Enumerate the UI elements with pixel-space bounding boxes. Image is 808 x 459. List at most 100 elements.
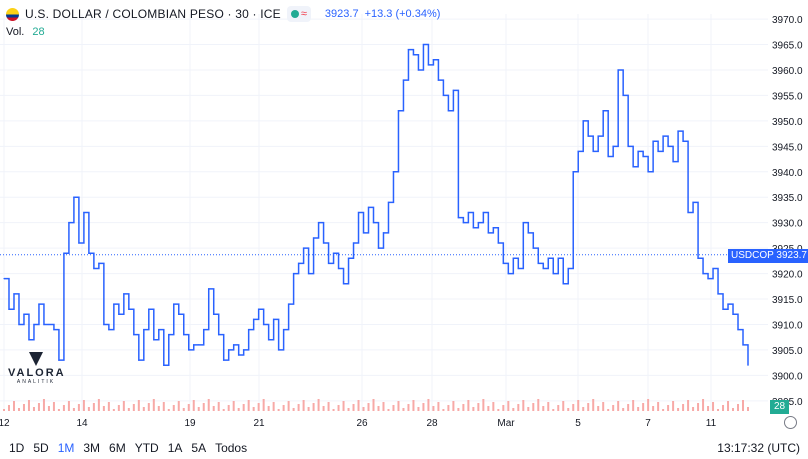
volume-bar xyxy=(207,399,210,411)
timeframe-1d[interactable]: 1D xyxy=(9,441,25,455)
volume-bar xyxy=(667,405,670,411)
price-point xyxy=(697,257,699,259)
timeframe-bar: 1D 5D 1M 3M 6M YTD 1A 5A Todos 13:17:32 … xyxy=(0,437,808,459)
price-point xyxy=(607,155,609,158)
price-point xyxy=(347,257,350,259)
price-point xyxy=(367,206,370,209)
volume-bar xyxy=(307,407,310,411)
timeframe-todos[interactable]: Todos xyxy=(215,441,248,455)
price-point xyxy=(238,354,240,356)
timeframe-3m[interactable]: 3M xyxy=(83,441,101,455)
price-point xyxy=(542,267,544,270)
timeframe-5d[interactable]: 5D xyxy=(33,441,49,455)
price-point xyxy=(417,69,420,71)
volume-bar xyxy=(662,409,665,411)
price-point xyxy=(73,196,75,198)
volume-bar xyxy=(157,406,160,411)
volume-bar xyxy=(452,401,455,411)
volume-bar xyxy=(597,406,600,411)
volume-bar xyxy=(547,402,550,411)
price-point xyxy=(78,242,80,244)
price-point xyxy=(322,242,325,244)
y-tick-label: 3915.0 xyxy=(772,295,803,306)
price-point xyxy=(617,69,619,71)
y-tick-label: 3955.0 xyxy=(772,91,803,102)
legend-price: 3923.7 xyxy=(324,8,359,20)
price-point xyxy=(48,323,50,326)
price-point xyxy=(442,94,445,97)
volume-bar xyxy=(367,403,370,411)
volume-bar xyxy=(637,407,640,411)
price-point xyxy=(113,303,115,305)
price-point xyxy=(642,155,644,158)
price-point xyxy=(632,166,634,168)
price-point xyxy=(108,328,110,331)
volume-bar xyxy=(412,400,415,411)
y-tick-label: 3935.0 xyxy=(772,193,803,204)
price-point xyxy=(392,171,395,173)
price-point xyxy=(747,364,749,366)
volume-bar xyxy=(657,402,660,411)
volume-bar xyxy=(197,407,200,411)
volume-bar xyxy=(642,403,645,411)
price-point xyxy=(138,359,140,361)
price-point xyxy=(63,252,65,254)
y-tick-label: 3900.0 xyxy=(772,371,803,382)
y-tick-label: 3950.0 xyxy=(772,117,803,128)
volume-bar xyxy=(122,401,125,411)
price-point xyxy=(622,94,624,97)
volume-bar xyxy=(522,400,525,411)
volume-bar xyxy=(102,406,105,411)
volume-bar xyxy=(172,405,175,411)
volume-legend: Vol. 28 xyxy=(6,26,45,38)
volume-bar xyxy=(382,402,385,411)
price-point xyxy=(702,272,704,275)
market-status-indicator[interactable]: ≈ xyxy=(286,6,311,22)
price-point xyxy=(707,278,709,280)
x-tick-label: 5 xyxy=(575,418,581,429)
volume-bar xyxy=(202,403,205,411)
volume-bar xyxy=(732,408,735,411)
volume-bar xyxy=(517,404,520,411)
price-chart[interactable]: 3970.0 3965.0 3960.0 3955.0 3950.0 3945.0 3940… xyxy=(0,0,808,437)
volume-bar xyxy=(722,405,725,411)
price-point xyxy=(13,293,15,295)
volume-bar xyxy=(187,404,190,411)
price-point xyxy=(447,110,450,112)
symbol-title[interactable]: U.S. DOLLAR / COLOMBIAN PESO · 30 · ICE xyxy=(25,7,281,21)
price-point xyxy=(532,247,534,249)
price-point xyxy=(737,328,739,331)
price-point xyxy=(452,89,454,91)
volume-bar xyxy=(212,406,215,411)
price-point xyxy=(602,110,604,112)
price-point xyxy=(18,323,20,326)
volume-bar xyxy=(77,404,80,411)
price-point xyxy=(263,323,265,326)
market-open-icon xyxy=(290,10,299,18)
price-point xyxy=(387,201,390,203)
price-point xyxy=(712,267,714,270)
price-point xyxy=(517,267,519,270)
timeframe-6m[interactable]: 6M xyxy=(109,441,126,455)
timeframe-ytd[interactable]: YTD xyxy=(134,441,159,455)
timeframe-1m[interactable]: 1M xyxy=(57,441,75,455)
volume-bar xyxy=(552,409,555,411)
volume-bars xyxy=(3,399,749,411)
price-point xyxy=(158,328,160,331)
price-point xyxy=(547,257,549,259)
price-point xyxy=(98,262,100,264)
timeframe-1a[interactable]: 1A xyxy=(167,441,183,455)
price-point xyxy=(592,150,594,153)
volume-bar xyxy=(372,399,375,411)
y-tick-label: 3965.0 xyxy=(772,41,803,52)
price-point xyxy=(88,252,90,254)
x-tick-label: 7 xyxy=(645,418,651,429)
y-tick-label: 3940.0 xyxy=(772,168,803,179)
price-point xyxy=(128,308,130,310)
volume-bar xyxy=(277,409,280,411)
settings-gear-icon[interactable] xyxy=(784,416,797,429)
timeframe-5a[interactable]: 5A xyxy=(191,441,207,455)
volume-bar xyxy=(442,409,445,411)
price-point xyxy=(193,344,195,346)
utc-clock[interactable]: 13:17:32 (UTC) xyxy=(717,441,800,455)
